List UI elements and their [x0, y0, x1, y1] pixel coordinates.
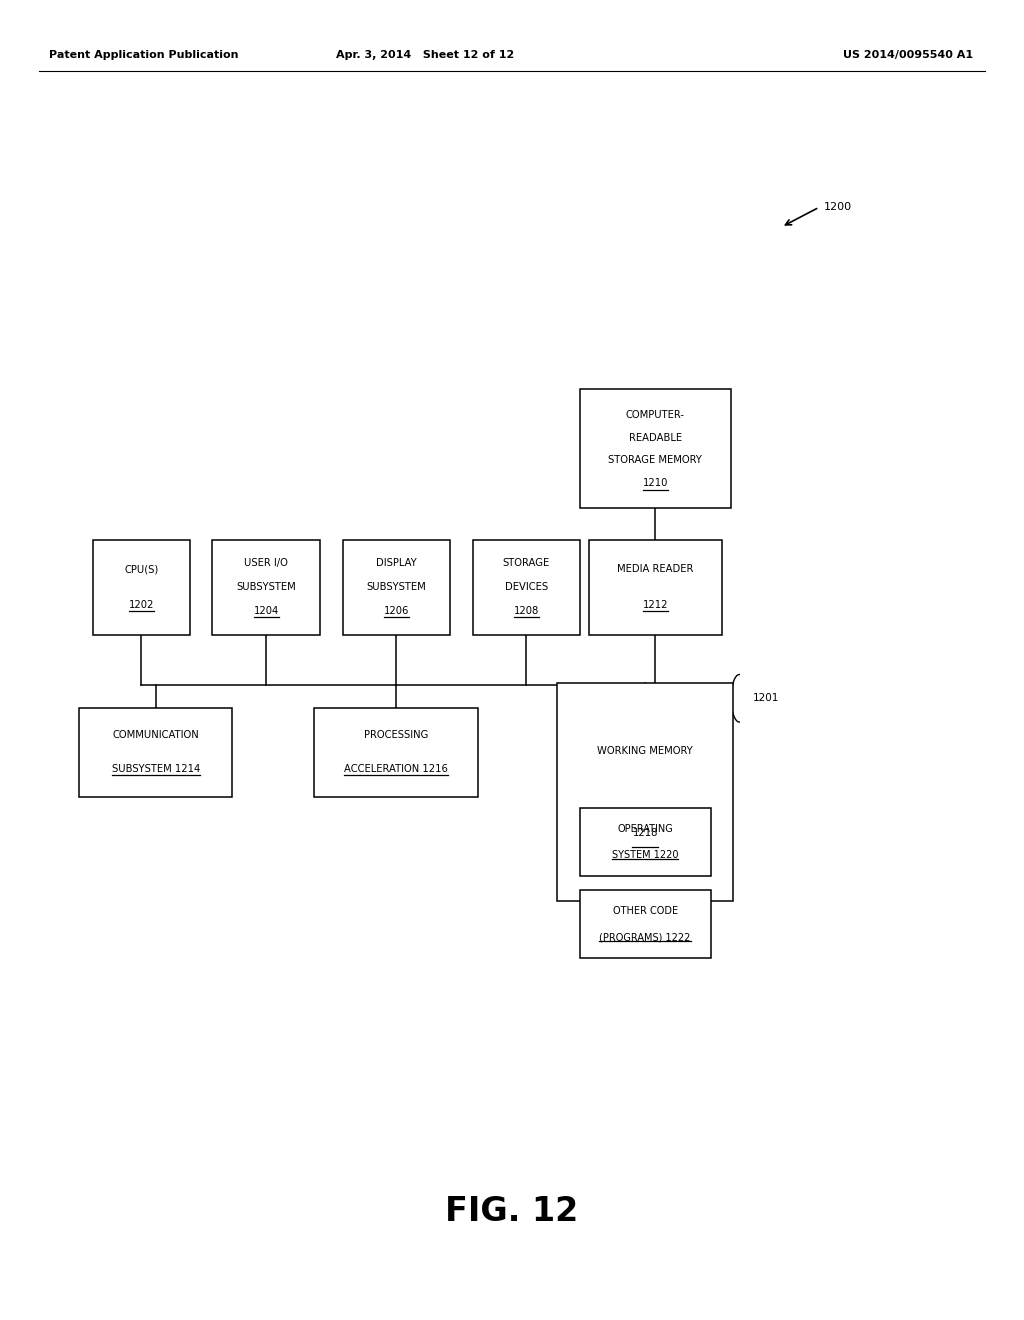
Bar — [342, 540, 451, 635]
Text: MEDIA READER: MEDIA READER — [617, 565, 693, 574]
Text: COMPUTER-: COMPUTER- — [626, 411, 685, 420]
Text: SUBSYSTEM: SUBSYSTEM — [237, 582, 296, 593]
Text: STORAGE MEMORY: STORAGE MEMORY — [608, 455, 702, 465]
Bar — [589, 540, 722, 635]
Bar — [580, 890, 711, 958]
Text: US 2014/0095540 A1: US 2014/0095540 A1 — [843, 50, 973, 61]
Text: (PROGRAMS) 1222: (PROGRAMS) 1222 — [599, 932, 691, 942]
Text: 1208: 1208 — [514, 606, 539, 616]
Bar — [93, 540, 190, 635]
Bar — [79, 708, 232, 797]
Text: STORAGE: STORAGE — [503, 558, 550, 569]
Text: ACCELERATION 1216: ACCELERATION 1216 — [344, 764, 449, 775]
Text: FIG. 12: FIG. 12 — [445, 1196, 579, 1228]
Bar — [580, 389, 731, 508]
Bar — [580, 808, 711, 876]
Text: 1206: 1206 — [384, 606, 409, 616]
Bar — [314, 708, 478, 797]
Text: SUBSYSTEM 1214: SUBSYSTEM 1214 — [112, 764, 200, 775]
Text: 1210: 1210 — [643, 478, 668, 487]
Text: DEVICES: DEVICES — [505, 582, 548, 593]
Bar — [473, 540, 580, 635]
Text: OTHER CODE: OTHER CODE — [612, 906, 678, 916]
Text: Patent Application Publication: Patent Application Publication — [49, 50, 239, 61]
Text: SYSTEM 1220: SYSTEM 1220 — [612, 850, 678, 861]
Text: 1204: 1204 — [254, 606, 279, 616]
Text: PROCESSING: PROCESSING — [365, 730, 428, 741]
Text: 1212: 1212 — [643, 601, 668, 610]
Text: CPU(S): CPU(S) — [124, 565, 159, 574]
Text: OPERATING: OPERATING — [617, 824, 673, 834]
Bar — [213, 540, 319, 635]
Text: 1202: 1202 — [129, 601, 154, 610]
Text: DISPLAY: DISPLAY — [376, 558, 417, 569]
Text: 1201: 1201 — [753, 693, 779, 704]
Bar — [557, 682, 733, 900]
Text: Apr. 3, 2014   Sheet 12 of 12: Apr. 3, 2014 Sheet 12 of 12 — [336, 50, 514, 61]
Text: USER I/O: USER I/O — [245, 558, 288, 569]
Text: READABLE: READABLE — [629, 433, 682, 442]
Text: SUBSYSTEM: SUBSYSTEM — [367, 582, 426, 593]
Text: COMMUNICATION: COMMUNICATION — [113, 730, 199, 741]
Text: WORKING MEMORY: WORKING MEMORY — [597, 746, 693, 755]
Text: 1200: 1200 — [824, 202, 852, 213]
Text: 1218: 1218 — [633, 829, 657, 838]
